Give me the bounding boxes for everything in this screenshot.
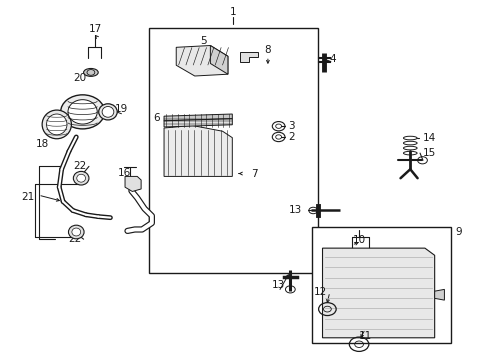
- Text: 16: 16: [118, 168, 131, 178]
- Ellipse shape: [73, 171, 89, 185]
- Polygon shape: [163, 126, 232, 176]
- Text: 15: 15: [422, 148, 435, 158]
- Ellipse shape: [42, 110, 71, 139]
- Text: 22: 22: [68, 234, 81, 244]
- Ellipse shape: [72, 228, 81, 236]
- Text: 11: 11: [358, 331, 371, 341]
- Text: 18: 18: [36, 139, 49, 149]
- Text: 2: 2: [287, 132, 294, 142]
- Ellipse shape: [68, 225, 84, 239]
- Text: 9: 9: [455, 227, 462, 237]
- Text: 21: 21: [21, 192, 34, 202]
- Text: 3: 3: [287, 121, 294, 131]
- Bar: [311, 226, 450, 343]
- Text: 13: 13: [288, 206, 302, 216]
- Ellipse shape: [46, 114, 67, 135]
- Ellipse shape: [68, 100, 97, 124]
- Polygon shape: [125, 176, 141, 192]
- Bar: [149, 28, 317, 273]
- Text: 19: 19: [115, 104, 128, 114]
- Text: 22: 22: [73, 161, 87, 171]
- Text: 5: 5: [199, 36, 206, 46]
- Text: 10: 10: [352, 235, 365, 245]
- Ellipse shape: [61, 95, 104, 129]
- Ellipse shape: [102, 107, 114, 117]
- Text: 13: 13: [271, 280, 285, 290]
- Ellipse shape: [83, 68, 98, 76]
- Text: 20: 20: [73, 73, 86, 83]
- Polygon shape: [239, 51, 258, 62]
- Text: 17: 17: [89, 24, 102, 35]
- Polygon shape: [322, 248, 434, 338]
- Text: 7: 7: [250, 168, 257, 179]
- Text: 12: 12: [313, 287, 326, 297]
- Text: 14: 14: [422, 133, 435, 143]
- Text: 4: 4: [328, 54, 335, 64]
- Polygon shape: [176, 45, 227, 76]
- Polygon shape: [163, 119, 232, 127]
- Polygon shape: [434, 289, 444, 300]
- Text: 8: 8: [264, 45, 271, 55]
- Polygon shape: [163, 114, 232, 121]
- Text: 6: 6: [153, 113, 160, 123]
- Polygon shape: [210, 45, 227, 74]
- Text: 1: 1: [229, 7, 236, 17]
- Ellipse shape: [99, 104, 117, 120]
- Ellipse shape: [77, 174, 85, 182]
